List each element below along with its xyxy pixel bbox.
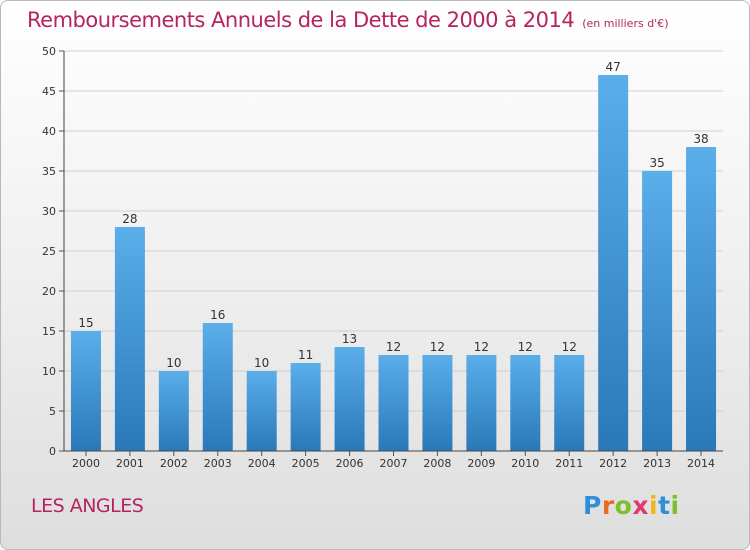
x-tick-label: 2011	[555, 457, 583, 470]
bar	[466, 355, 497, 451]
x-tick-label: 2001	[116, 457, 144, 470]
bar-value-label: 12	[474, 340, 489, 354]
bar	[290, 363, 321, 451]
x-tick-label: 2002	[160, 457, 188, 470]
bar-value-label: 28	[122, 212, 137, 226]
y-tick-label: 0	[49, 445, 56, 458]
bar-value-label: 16	[210, 308, 225, 322]
x-tick-label: 2009	[467, 457, 495, 470]
y-tick-label: 30	[42, 205, 56, 218]
y-tick-label: 35	[42, 165, 56, 178]
x-tick-label: 2008	[423, 457, 451, 470]
bar	[158, 371, 189, 451]
x-tick-label: 2012	[599, 457, 627, 470]
bar	[246, 371, 277, 451]
bar-value-label: 12	[386, 340, 401, 354]
x-tick-label: 2007	[380, 457, 408, 470]
bars: 15 28 10 16 10 11 13 12 12 12 12 12 47 35 38	[70, 60, 717, 451]
y-tick-label: 20	[42, 285, 56, 298]
chart-subtitle: (en milliers d'€)	[582, 17, 669, 30]
logo-letter: i	[649, 491, 659, 520]
y-tick-label: 25	[42, 245, 56, 258]
bar	[598, 75, 629, 451]
bar-value-label: 12	[518, 340, 533, 354]
x-tick-label: 2010	[511, 457, 539, 470]
x-tick-label: 2004	[248, 457, 276, 470]
y-tick-label: 40	[42, 125, 56, 138]
x-tick-label: 2000	[72, 457, 100, 470]
bar-value-label: 13	[342, 332, 357, 346]
bar-value-label: 12	[562, 340, 577, 354]
y-tick-label: 15	[42, 325, 56, 338]
bar	[642, 171, 673, 451]
bar	[510, 355, 541, 451]
bar	[114, 227, 145, 451]
bar	[334, 347, 365, 451]
x-tick-label: 2003	[204, 457, 232, 470]
x-tick-label: 2013	[643, 457, 671, 470]
axes: 0 5 10 15 20 25 30 35 40 45 50 2000 2001 2002 2003 2004…	[42, 45, 723, 470]
bar	[202, 323, 233, 451]
chart-title: Remboursements Annuels de la Dette de 20…	[27, 8, 668, 32]
bar-value-label: 10	[254, 356, 269, 370]
bar-value-label: 38	[693, 132, 708, 146]
bar-value-label: 12	[430, 340, 445, 354]
proxiti-logo: Proxiti	[583, 491, 680, 520]
logo-letter: x	[632, 491, 649, 520]
logo-letter: r	[601, 491, 615, 520]
y-tick-label: 45	[42, 85, 56, 98]
logo-letter: P	[583, 491, 602, 520]
bar-value-label: 15	[78, 316, 93, 330]
commune-name: LES ANGLES	[31, 495, 144, 517]
y-tick-label: 50	[42, 45, 56, 58]
bar-value-label: 11	[298, 348, 313, 362]
bar	[686, 147, 717, 451]
x-tick-label: 2014	[687, 457, 715, 470]
bar-value-label: 10	[166, 356, 181, 370]
bar	[378, 355, 409, 451]
x-tick-label: 2006	[336, 457, 364, 470]
bar	[554, 355, 585, 451]
bar	[70, 331, 101, 451]
y-tick-label: 5	[49, 405, 56, 418]
bar	[422, 355, 453, 451]
logo-letter: o	[614, 491, 633, 520]
chart-title-text: Remboursements Annuels de la Dette de 20…	[27, 8, 575, 32]
bar-value-label: 47	[606, 60, 621, 74]
x-tick-label: 2005	[292, 457, 320, 470]
logo-letter: i	[670, 491, 680, 520]
y-tick-label: 10	[42, 365, 56, 378]
bar-value-label: 35	[649, 156, 664, 170]
logo-letter: t	[658, 491, 671, 520]
